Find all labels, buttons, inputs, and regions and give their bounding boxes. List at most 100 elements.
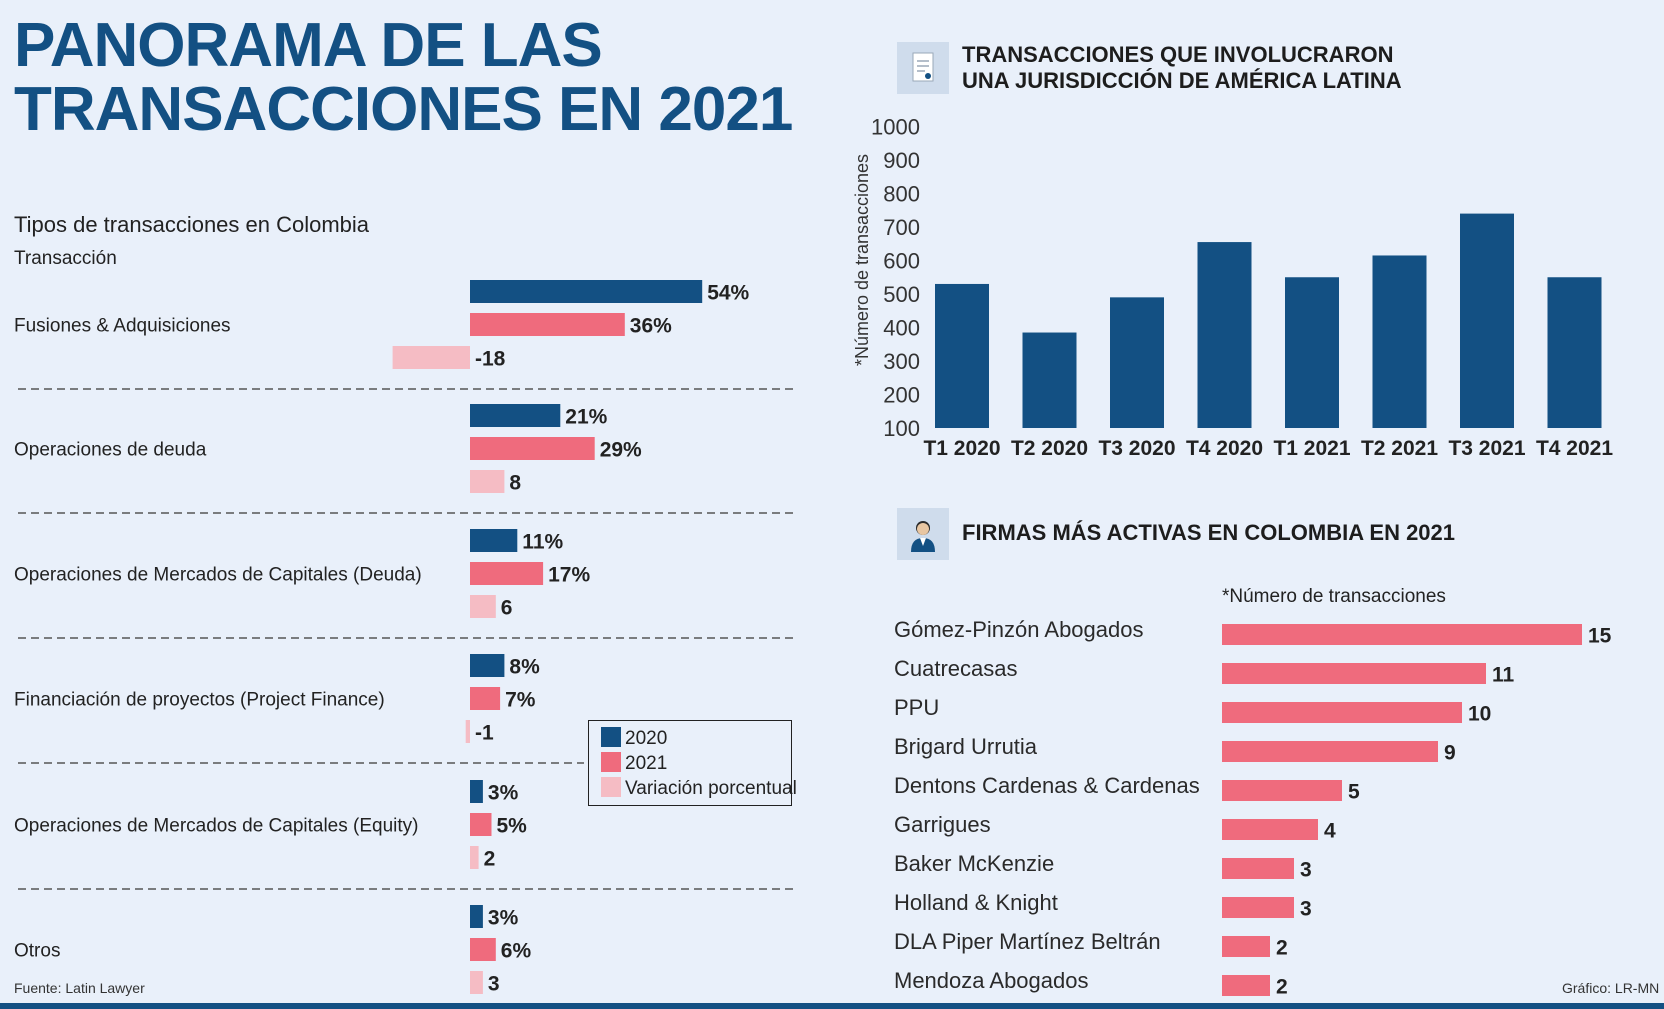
chart-legend: 2020 2021 Variación porcentual [588, 720, 797, 806]
source-note: Fuente: Latin Lawyer [14, 980, 145, 996]
bar-2021-operaciones-de-deuda [470, 437, 595, 460]
firm-label-brigard-urrutia: Brigard Urrutia [894, 734, 1038, 759]
value-label-dla-piper-martinez-beltran: 2 [1276, 937, 1288, 960]
y-tick-label-700: 700 [883, 215, 920, 240]
firm-label-dla-piper-martinez-beltran: DLA Piper Martínez Beltrán [894, 929, 1161, 954]
value-label-2021-operaciones-de-mercados-de-capitales-deuda: 17% [548, 564, 590, 587]
y-tick-label-600: 600 [883, 249, 920, 274]
category-label-otros: Otros [14, 941, 60, 962]
value-label-variacion-porcentual-operaciones-de-deuda: 8 [509, 472, 521, 495]
x-tick-label-t4-2020: T4 2020 [1186, 437, 1263, 460]
bar-variacion-porcentual-fusiones-adquisiciones [392, 346, 470, 369]
value-label-2020-operaciones-de-mercados-de-capitales-deuda: 11% [522, 531, 563, 554]
firm-label-garrigues: Garrigues [894, 812, 991, 837]
firms-panel-title: FIRMAS MÁS ACTIVAS EN COLOMBIA EN 2021 [962, 520, 1456, 545]
x-tick-label-t4-2021: T4 2021 [1536, 437, 1613, 460]
bar-t2-2021 [1372, 255, 1427, 428]
x-tick-label-t2-2020: T2 2020 [1011, 437, 1088, 460]
category-label-operaciones-de-deuda: Operaciones de deuda [14, 440, 207, 461]
value-label-2021-operaciones-de-mercados-de-capitales-equity: 5% [497, 815, 528, 838]
bar-t1-2021 [1285, 277, 1339, 428]
value-label-2020-otros: 3% [488, 907, 519, 930]
category-label-operaciones-de-mercados-de-capitales-deuda: Operaciones de Mercados de Capitales (De… [14, 565, 422, 586]
latam-transactions-chart: 100 200 300 400 500 600 700 800 900 1000 *Número d… [852, 115, 1613, 461]
bar-dla-piper-martinez-beltran [1222, 936, 1270, 957]
value-label-2021-fusiones-adquisiciones: 36% [630, 315, 672, 338]
y-tick-label-300: 300 [883, 349, 920, 374]
bar-2021-financiacion-de-proyectos-project-finance [470, 687, 501, 710]
bar-variacion-porcentual-operaciones-de-deuda [470, 470, 505, 493]
y-tick-label-1000: 1000 [871, 115, 920, 140]
firm-label-ppu: PPU [894, 695, 939, 720]
value-label-2020-operaciones-de-mercados-de-capitales-equity: 3% [488, 782, 519, 805]
bar-baker-mckenzie [1222, 858, 1294, 879]
value-label-variacion-porcentual-fusiones-adquisiciones: -18 [475, 348, 506, 371]
legend-label-variation: Variación porcentual [625, 778, 797, 799]
bar-2021-otros [470, 938, 496, 961]
credit-note: Gráfico: LR-MN [1562, 980, 1660, 996]
bar-2021-operaciones-de-mercados-de-capitales-deuda [470, 562, 544, 585]
bar-t4-2020 [1197, 242, 1252, 428]
bar-2021-operaciones-de-mercados-de-capitales-equity [470, 813, 492, 836]
value-label-2021-operaciones-de-deuda: 29% [600, 439, 642, 462]
value-label-variacion-porcentual-operaciones-de-mercados-de-capitales-equity: 2 [484, 848, 496, 871]
firm-label-gomez-pinzon-abogados: Gómez-Pinzón Abogados [894, 617, 1144, 642]
bar-gomez-pinzon-abogados [1222, 624, 1582, 645]
bar-variacion-porcentual-operaciones-de-mercados-de-capitales-deuda [470, 595, 496, 618]
x-tick-label-t1-2021: T1 2021 [1273, 437, 1350, 460]
value-label-variacion-porcentual-otros: 3 [488, 973, 500, 996]
bar-t4-2021 [1547, 277, 1602, 428]
bar-garrigues [1222, 819, 1318, 840]
firm-label-cuatrecasas: Cuatrecasas [894, 656, 1018, 681]
bar-2020-fusiones-adquisiciones [470, 280, 703, 303]
y-tick-label-900: 900 [883, 148, 920, 173]
legend-item-2020: 2020 [601, 727, 667, 750]
businessman-icon-graphic [911, 521, 935, 552]
bar-mendoza-abogados [1222, 975, 1270, 996]
value-label-baker-mckenzie: 3 [1300, 859, 1312, 882]
value-label-mendoza-abogados: 2 [1276, 976, 1288, 999]
x-tick-label-t3-2021: T3 2021 [1448, 437, 1525, 460]
y-tick-label-400: 400 [883, 316, 920, 341]
bar-2020-operaciones-de-deuda [470, 404, 561, 427]
value-label-2020-operaciones-de-deuda: 21% [565, 406, 607, 429]
bar-dentons-cardenas-cardenas [1222, 780, 1342, 801]
document-icon-graphic [912, 52, 934, 82]
bar-t3-2021 [1460, 213, 1514, 428]
bar-variacion-porcentual-otros [470, 971, 483, 994]
document-icon [897, 42, 949, 94]
left-panel-subtitle: Tipos de transacciones en Colombia [14, 212, 370, 237]
column-header: Transacción [14, 248, 117, 269]
firm-label-baker-mckenzie: Baker McKenzie [894, 851, 1054, 876]
firms-panel-subtitle: *Número de transacciones [1222, 586, 1446, 607]
legend-item-2021: 2021 [601, 752, 667, 775]
value-label-ppu: 10 [1468, 703, 1491, 726]
active-firms-chart: Gómez-Pinzón Abogados 15 Cuatrecasas 11 PPU 1… [894, 617, 1612, 999]
value-label-gomez-pinzon-abogados: 15 [1588, 625, 1612, 648]
legend-swatch-2020 [601, 727, 621, 747]
y-tick-label-800: 800 [883, 182, 920, 207]
value-label-variacion-porcentual-financiacion-de-proyectos-project-finance: -1 [475, 722, 494, 745]
value-label-holland-knight: 3 [1300, 898, 1312, 921]
x-tick-label-t2-2021: T2 2021 [1361, 437, 1438, 460]
value-label-garrigues: 4 [1324, 820, 1336, 843]
value-label-cuatrecasas: 11 [1492, 664, 1515, 687]
transaction-types-chart: Fusiones & Adquisiciones54%36%-18Operaci… [14, 280, 794, 996]
businessman-icon [897, 508, 949, 560]
bar-brigard-urrutia [1222, 741, 1438, 762]
bar-holland-knight [1222, 897, 1294, 918]
bar-variacion-porcentual-financiacion-de-proyectos-project-finance [465, 720, 470, 743]
legend-label-2021: 2021 [625, 753, 668, 774]
bar-t1-2020 [935, 283, 989, 428]
firm-label-holland-knight: Holland & Knight [894, 890, 1058, 915]
bar-t3-2020 [1110, 297, 1164, 428]
value-label-brigard-urrutia: 9 [1444, 742, 1456, 765]
category-label-financiacion-de-proyectos-project-finance: Financiación de proyectos (Project Finan… [14, 690, 385, 711]
value-label-2021-otros: 6% [501, 940, 532, 963]
value-label-variacion-porcentual-operaciones-de-mercados-de-capitales-deuda: 6 [501, 597, 513, 620]
value-label-2021-financiacion-de-proyectos-project-finance: 7% [505, 689, 536, 712]
bar-2020-financiacion-de-proyectos-project-finance [470, 654, 505, 677]
x-tick-label-t1-2020: T1 2020 [923, 437, 1000, 460]
firm-label-dentons-cardenas-cardenas: Dentons Cardenas & Cardenas [894, 773, 1200, 798]
legend-item-variation: Variación porcentual [601, 777, 797, 800]
